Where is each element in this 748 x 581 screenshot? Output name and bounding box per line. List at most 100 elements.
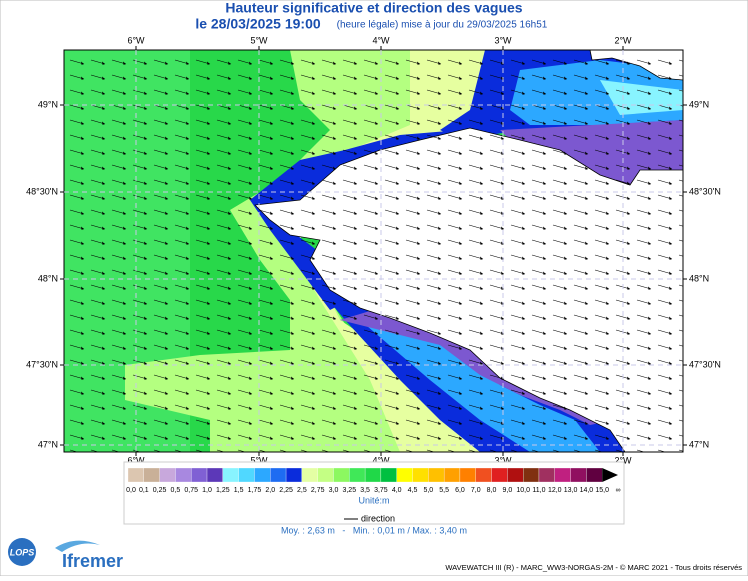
wave-arrow-head bbox=[459, 241, 462, 245]
wave-arrow bbox=[384, 449, 394, 452]
wave-arrow-head bbox=[480, 421, 483, 425]
wave-arrow-head bbox=[627, 436, 630, 440]
wave-arrow-head bbox=[417, 226, 420, 230]
wave-arrow-head bbox=[375, 196, 378, 200]
wave-arrow-head bbox=[165, 421, 168, 425]
wave-arrow-head bbox=[606, 61, 609, 65]
wave-arrow-head bbox=[249, 286, 252, 290]
lat-label: 47°30'N bbox=[689, 359, 721, 369]
wave-arrow-head bbox=[123, 136, 126, 140]
wave-arrow bbox=[279, 449, 289, 452]
wave-arrow-head bbox=[564, 436, 567, 440]
wave-arrow-head bbox=[81, 376, 84, 380]
lon-label: 6°W bbox=[127, 35, 145, 45]
wave-arrow-head bbox=[207, 286, 210, 290]
wave-arrow-head bbox=[102, 361, 105, 365]
wave-arrow-head bbox=[417, 301, 420, 305]
wave-arrow-head bbox=[417, 421, 420, 425]
wave-arrow-head bbox=[333, 166, 336, 170]
wave-arrow-head bbox=[165, 136, 168, 140]
wave-arrow-head bbox=[459, 181, 462, 185]
wave-arrow-head bbox=[480, 136, 483, 140]
wave-arrow bbox=[678, 179, 683, 182]
wave-arrow-head bbox=[648, 301, 651, 305]
wave-arrow-head bbox=[648, 211, 651, 215]
wave-arrow-head bbox=[417, 166, 420, 170]
wave-arrow-head bbox=[564, 271, 567, 275]
wave-arrow-head bbox=[144, 61, 147, 65]
wave-arrow-head bbox=[144, 376, 147, 380]
wave-arrow-head bbox=[186, 241, 189, 245]
wave-arrow-head bbox=[249, 346, 252, 350]
wave-arrow-head bbox=[165, 271, 168, 275]
wave-arrow-head bbox=[165, 61, 168, 65]
wave-arrow-head bbox=[186, 76, 189, 80]
wave-arrow-head bbox=[438, 76, 441, 80]
wave-arrow-head bbox=[102, 406, 105, 410]
wave-arrow-head bbox=[606, 196, 609, 200]
wave-arrow-head bbox=[186, 61, 189, 65]
wave-arrow-head bbox=[291, 91, 294, 95]
wave-arrow-head bbox=[81, 256, 84, 260]
wave-arrow-head bbox=[123, 61, 126, 65]
wave-arrow-head bbox=[375, 331, 378, 335]
wave-arrow-head bbox=[165, 361, 168, 365]
wave-arrow-head bbox=[333, 136, 336, 140]
lat-label: 48°30'N bbox=[26, 186, 58, 196]
wave-arrow-head bbox=[459, 376, 462, 380]
wave-arrow-head bbox=[417, 286, 420, 290]
legend-label: 9,0 bbox=[502, 487, 512, 494]
legend-label: ∞ bbox=[616, 487, 621, 494]
wave-arrow-head bbox=[501, 226, 504, 230]
wave-arrow-head bbox=[270, 121, 273, 125]
lat-label: 47°30'N bbox=[26, 359, 58, 369]
wave-arrow-head bbox=[564, 61, 567, 65]
wave-arrow-head bbox=[606, 286, 609, 290]
wave-arrow-head bbox=[249, 61, 252, 65]
wave-arrow-head bbox=[375, 391, 378, 395]
wave-arrow-head bbox=[186, 106, 189, 110]
wave-arrow-head bbox=[564, 391, 567, 395]
wave-arrow-head bbox=[102, 301, 105, 305]
wave-arrow-head bbox=[648, 316, 651, 320]
wave-arrow-head bbox=[102, 346, 105, 350]
wave-arrow-head bbox=[333, 406, 336, 410]
wave-arrow bbox=[678, 389, 683, 392]
wave-arrow-head bbox=[102, 76, 105, 80]
wave-arrow-head bbox=[123, 286, 126, 290]
wave-arrow-head bbox=[312, 61, 315, 65]
wave-arrow-head bbox=[417, 181, 420, 185]
wave-arrow-head bbox=[291, 196, 294, 200]
wave-arrow-head bbox=[144, 166, 147, 170]
wave-arrow-head bbox=[480, 331, 483, 335]
wave-arrow-head bbox=[312, 76, 315, 80]
wave-arrow-head bbox=[123, 196, 126, 200]
wave-arrow-head bbox=[207, 376, 210, 380]
wave-arrow-head bbox=[627, 391, 630, 395]
wave-arrow-head bbox=[375, 166, 378, 170]
wave-arrow-head bbox=[249, 436, 252, 440]
lon-label: 5°W bbox=[250, 455, 268, 465]
wave-arrow-head bbox=[627, 256, 630, 260]
wave-arrow bbox=[678, 239, 683, 242]
wave-arrow-head bbox=[543, 406, 546, 410]
wave-arrow-head bbox=[585, 121, 588, 125]
wave-arrow-head bbox=[291, 241, 294, 245]
wave-arrow-head bbox=[207, 196, 210, 200]
wave-arrow-head bbox=[228, 271, 231, 275]
wave-arrow-head bbox=[333, 121, 336, 125]
wave-arrow-head bbox=[501, 361, 504, 365]
wave-arrow-head bbox=[186, 91, 189, 95]
wave-arrow-head bbox=[354, 301, 357, 305]
wave-arrow-head bbox=[291, 286, 294, 290]
wave-arrow bbox=[678, 134, 683, 137]
wave-arrow-head bbox=[186, 151, 189, 155]
wave-arrow-head bbox=[480, 316, 483, 320]
wave-arrow-head bbox=[102, 136, 105, 140]
wave-arrow-head bbox=[375, 256, 378, 260]
wave-arrow-head bbox=[480, 301, 483, 305]
wave-arrow-head bbox=[228, 196, 231, 200]
wave-arrow-head bbox=[333, 226, 336, 230]
wave-arrow-head bbox=[564, 361, 567, 365]
wave-arrow-head bbox=[144, 391, 147, 395]
